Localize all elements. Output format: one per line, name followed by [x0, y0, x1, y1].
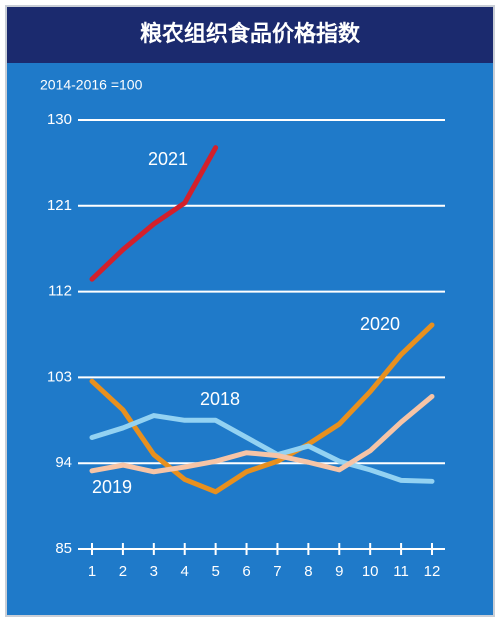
- x-tick-label: 11: [393, 563, 409, 580]
- x-tick-label: 9: [335, 563, 343, 580]
- x-tick-label: 2: [119, 563, 127, 580]
- y-tick-label: 130: [47, 111, 72, 128]
- chart-title: 粮农组织食品价格指数: [140, 21, 361, 46]
- x-tick-label: 7: [273, 563, 281, 580]
- x-tick-label: 10: [362, 563, 379, 580]
- series-line: [89, 322, 435, 495]
- y-tick-label: 85: [55, 540, 72, 557]
- panel: [5, 5, 495, 617]
- x-tick-label: 4: [181, 563, 189, 580]
- y-tick-label: 112: [48, 283, 72, 300]
- series-line: [89, 145, 219, 282]
- x-tick-label: 12: [424, 563, 441, 580]
- series-label: 2018: [200, 389, 240, 409]
- x-tick-label: 8: [304, 563, 312, 580]
- subtitle: 2014-2016 =100: [40, 77, 143, 93]
- x-tick-label: 5: [211, 563, 219, 580]
- x-tick-label: 1: [88, 563, 96, 580]
- y-tick-label: 121: [47, 197, 72, 214]
- y-tick-label: 103: [47, 368, 72, 385]
- series-label: 2019: [92, 477, 132, 497]
- x-tick-label: 6: [242, 563, 250, 580]
- series-line: [89, 393, 435, 475]
- y-tick-label: 94: [55, 454, 72, 471]
- title-bar: [7, 7, 493, 63]
- series-line: [89, 413, 435, 484]
- series-label: 2021: [148, 149, 188, 169]
- x-tick-label: 3: [150, 563, 158, 580]
- series-label: 2020: [360, 314, 400, 334]
